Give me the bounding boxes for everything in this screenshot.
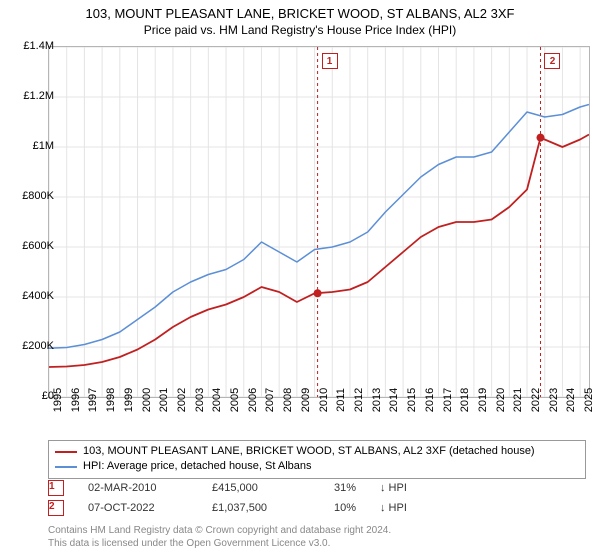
x-axis-tick-label: 2021 [512,388,524,412]
x-axis-tick-label: 2005 [229,388,241,412]
y-axis-tick-label: £400K [22,290,54,302]
x-axis-tick-label: 2008 [282,388,294,412]
x-axis-tick-label: 2019 [477,388,489,412]
footer-line-2: This data is licensed under the Open Gov… [48,537,391,550]
y-axis-tick-label: £1.4M [23,40,54,52]
y-axis-tick-label: £1M [33,140,54,152]
transaction-pct: 10% [316,502,356,514]
x-axis-tick-label: 2012 [353,388,365,412]
x-axis-tick-label: 2020 [495,388,507,412]
x-axis-tick-label: 1996 [70,388,82,412]
x-axis-tick-label: 2025 [583,388,595,412]
x-axis-tick-label: 2023 [548,388,560,412]
transaction-row: 2 07-OCT-2022 £1,037,500 10% ↓ HPI [48,500,430,516]
legend-label-property: 103, MOUNT PLEASANT LANE, BRICKET WOOD, … [83,444,535,459]
chart-svg [49,47,589,397]
x-axis-tick-label: 2000 [141,388,153,412]
x-axis-tick-label: 1995 [52,388,64,412]
x-axis-tick-label: 2003 [194,388,206,412]
transaction-arrow: ↓ HPI [380,502,430,514]
chart-marker-label-1: 1 [322,53,338,69]
x-axis-tick-label: 2015 [406,388,418,412]
x-axis-tick-label: 2007 [264,388,276,412]
x-axis-tick-label: 2004 [211,388,223,412]
y-axis-tick-label: £1.2M [23,90,54,102]
legend-item-hpi: HPI: Average price, detached house, St A… [55,459,579,474]
x-axis-tick-label: 2010 [318,388,330,412]
footer-line-1: Contains HM Land Registry data © Crown c… [48,524,391,537]
x-axis-tick-label: 2009 [300,388,312,412]
chart-subtitle: Price paid vs. HM Land Registry's House … [0,23,600,37]
legend-swatch-property [55,451,77,453]
x-axis-tick-label: 2001 [158,388,170,412]
x-axis-tick-label: 2002 [176,388,188,412]
transaction-price: £1,037,500 [212,502,292,514]
x-axis-tick-label: 2013 [371,388,383,412]
chart-container: 103, MOUNT PLEASANT LANE, BRICKET WOOD, … [0,0,600,560]
legend: 103, MOUNT PLEASANT LANE, BRICKET WOOD, … [48,440,586,479]
transactions-table: 1 02-MAR-2010 £415,000 31% ↓ HPI 2 07-OC… [48,480,430,520]
footer-attribution: Contains HM Land Registry data © Crown c… [48,524,391,550]
legend-item-property: 103, MOUNT PLEASANT LANE, BRICKET WOOD, … [55,444,579,459]
x-axis-tick-label: 1997 [87,388,99,412]
x-axis-tick-label: 1998 [105,388,117,412]
chart-title: 103, MOUNT PLEASANT LANE, BRICKET WOOD, … [0,6,600,21]
legend-swatch-hpi [55,466,77,468]
title-block: 103, MOUNT PLEASANT LANE, BRICKET WOOD, … [0,0,600,37]
transaction-price: £415,000 [212,482,292,494]
x-axis-tick-label: 2011 [335,388,347,412]
transaction-pct: 31% [316,482,356,494]
chart-marker-label-2: 2 [544,53,560,69]
y-axis-tick-label: £200K [22,340,54,352]
transaction-date: 02-MAR-2010 [88,482,188,494]
transaction-arrow: ↓ HPI [380,482,430,494]
transaction-row: 1 02-MAR-2010 £415,000 31% ↓ HPI [48,480,430,496]
y-axis-tick-label: £600K [22,240,54,252]
legend-label-hpi: HPI: Average price, detached house, St A… [83,459,312,474]
transaction-marker-2: 2 [48,500,64,516]
chart-plot-area: 12 [48,46,590,398]
transaction-date: 07-OCT-2022 [88,502,188,514]
transaction-marker-1: 1 [48,480,64,496]
x-axis-tick-label: 2017 [442,388,454,412]
x-axis-tick-label: 2006 [247,388,259,412]
y-axis-tick-label: £800K [22,190,54,202]
x-axis-tick-label: 2022 [530,388,542,412]
x-axis-tick-label: 1999 [123,388,135,412]
x-axis-tick-label: 2024 [565,388,577,412]
x-axis-tick-label: 2018 [459,388,471,412]
x-axis-tick-label: 2014 [388,388,400,412]
x-axis-tick-label: 2016 [424,388,436,412]
